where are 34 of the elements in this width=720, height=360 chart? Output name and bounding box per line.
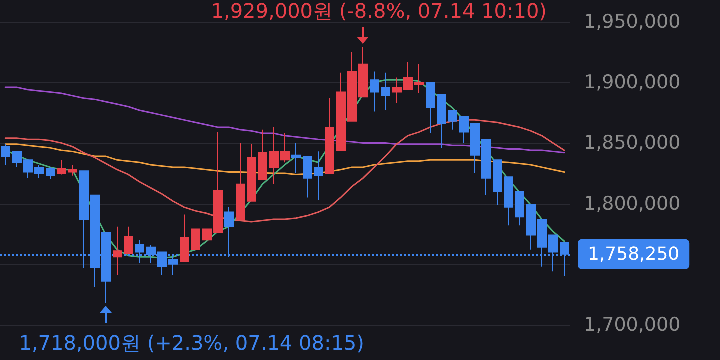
candlestick xyxy=(68,164,77,176)
y-tick-label: 1,800,000 xyxy=(584,192,681,215)
candlestick xyxy=(437,94,446,149)
annotation: 1,929,000원 (-8.8%, 07.14 10:10) xyxy=(211,0,547,26)
candlestick xyxy=(247,144,256,202)
candlestick xyxy=(124,226,133,254)
line-series xyxy=(4,144,566,176)
ref-line-label: 1,758,250 xyxy=(588,244,680,265)
candlestick xyxy=(46,166,55,180)
line-series xyxy=(4,119,566,223)
candlestick xyxy=(325,98,334,174)
candlestick xyxy=(381,72,390,111)
y-tick-label: 1,900,000 xyxy=(584,72,681,94)
candlestick xyxy=(57,160,66,176)
candlestick xyxy=(426,82,435,134)
candlestick xyxy=(370,71,379,112)
candlestick xyxy=(191,228,200,250)
line-series xyxy=(4,86,566,154)
y-tick-label: 1,950,000 xyxy=(584,11,681,33)
text: 1,718,000원 (+2.3%, 07.14 08:15) xyxy=(19,330,364,358)
candlestick xyxy=(1,144,10,166)
candlestick xyxy=(493,160,502,206)
candlestick xyxy=(236,142,245,220)
candlestick xyxy=(303,156,312,198)
candlestick xyxy=(113,226,122,276)
y-tick-label: 1,850,000 xyxy=(584,132,681,154)
candlestick xyxy=(504,176,513,226)
candlestick xyxy=(258,129,267,180)
candlestick xyxy=(515,191,524,226)
candlestick xyxy=(180,214,189,262)
candlestick xyxy=(448,110,457,130)
y-tick-label: 1,700,000 xyxy=(584,314,681,336)
candlestick xyxy=(314,151,323,201)
candlestick xyxy=(291,142,301,174)
